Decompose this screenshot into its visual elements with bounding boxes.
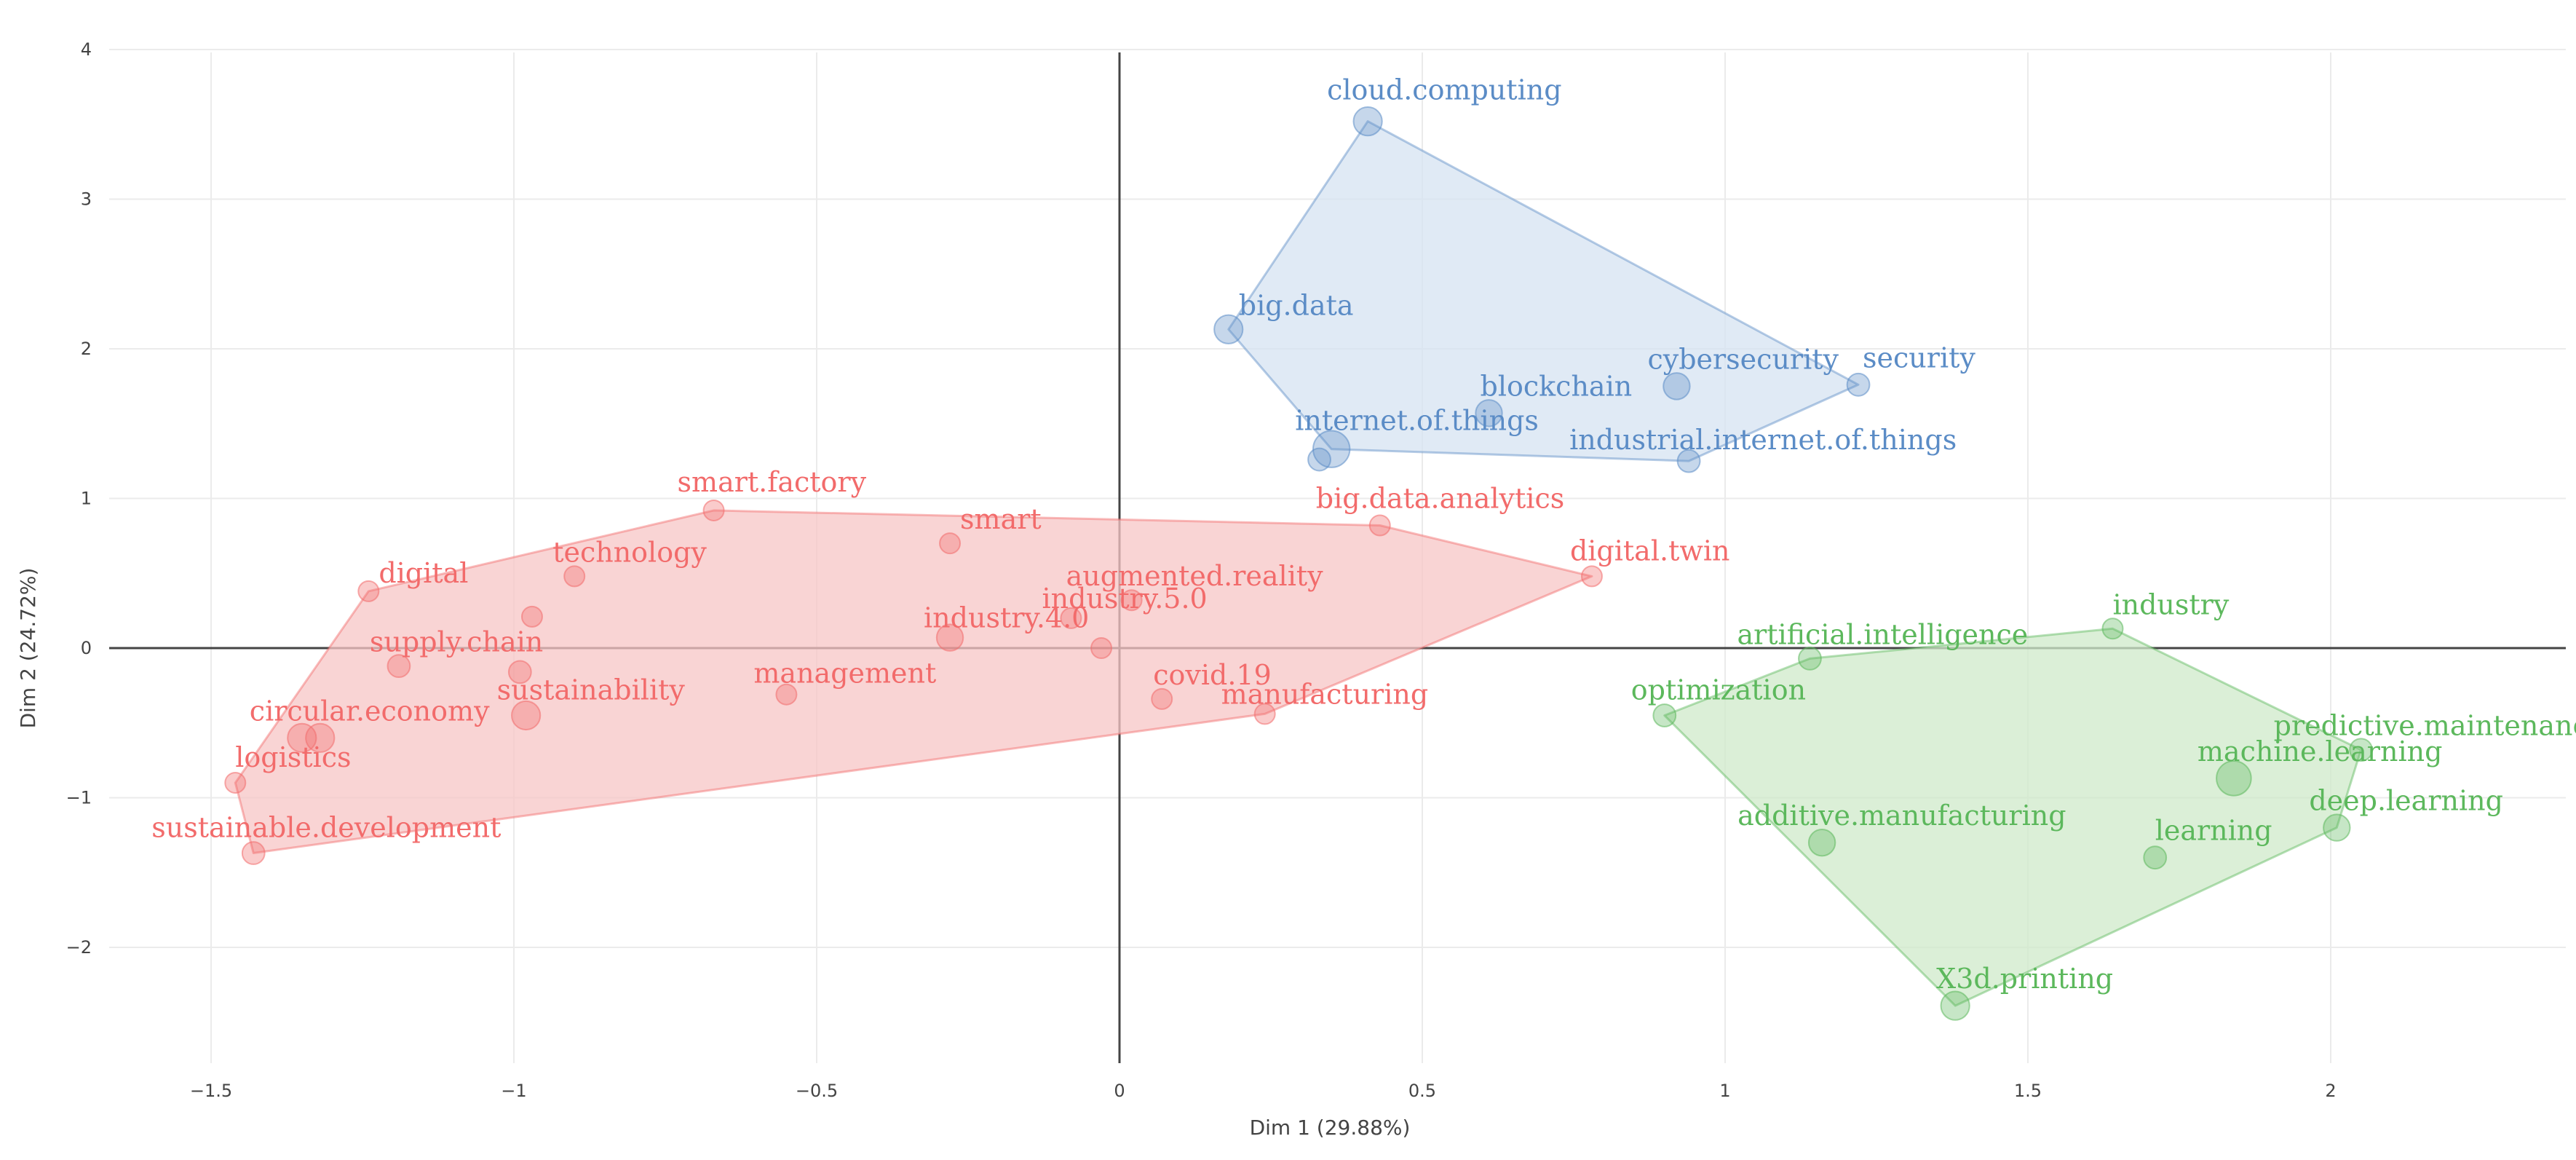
label-industrial-internet-of-things: industrial.internet.of.things [1569,424,1957,456]
label-machine-learning: machine.learning [2197,735,2443,768]
label-blockchain: blockchain [1481,370,1633,402]
point-sustainable-development[interactable] [241,841,266,865]
label-artificial-intelligence: artificial.intelligence [1737,618,2028,650]
cluster-green-hull [1663,627,2363,1007]
cluster-blue-hull [1227,120,1860,462]
point-big-data[interactable] [1213,314,1244,344]
label-smart-factory: smart.factory [678,466,867,498]
point-labels: smart.factory smart digital technology augme… [151,74,2576,995]
label-smart: smart [960,503,1042,535]
point-digital[interactable] [357,580,380,602]
label-covid-19: covid.19 [1153,659,1272,691]
point-covid-19[interactable] [1151,687,1173,710]
x-tick-label: 1.5 [2014,1081,2042,1101]
point-cloud-computing[interactable] [1352,106,1383,137]
point-learning[interactable] [2143,845,2168,870]
label-manufacturing: manufacturing [1221,678,1429,710]
y-tick-label: 2 [81,339,92,359]
label-digital: digital [379,557,468,589]
point-supply-chain[interactable] [387,654,411,679]
label-cybersecurity: cybersecurity [1647,343,1839,375]
label-x3d-printing: X3d.printing [1936,963,2113,995]
point-big-data-analytics[interactable] [1368,514,1391,537]
y-tick-label: −1 [66,788,92,808]
label-additive-manufacturing: additive.manufacturing [1737,800,2066,832]
label-security: security [1863,342,1975,374]
point-industry-4-0[interactable] [935,623,964,652]
label-deep-learning: deep.learning [2309,785,2503,817]
cluster-hulls [234,120,2363,1007]
x-tick-label: 0 [1114,1081,1125,1101]
point-logistics[interactable] [224,771,247,794]
x-tick-label: −1 [501,1081,526,1101]
label-big-data-analytics: big.data.analytics [1316,482,1564,514]
label-learning: learning [2155,815,2272,847]
label-sustainability: sustainability [497,674,686,706]
label-industry: industry [2112,588,2229,620]
x-tick-label: −1.5 [190,1081,232,1101]
point-circular-economy[interactable] [287,722,317,753]
point-augmented-reality[interactable] [1120,589,1143,612]
x-tick-label: 0.5 [1408,1081,1436,1101]
axis-ticks: −1.5 −1 −0.5 0 0.5 1 1.5 2 −2 −1 0 1 2 3 4 [66,39,2337,1101]
label-predictive-maintenance: predictive.maintenance [2274,710,2576,742]
label-supply-chain: supply.chain [370,626,543,658]
point-x3d-printing[interactable] [1940,990,1970,1021]
point-smart-factory[interactable] [702,499,725,521]
point-digital-twin[interactable] [1580,565,1603,588]
label-big-data: big.data [1239,289,1354,321]
point-optimization[interactable] [1652,703,1677,727]
point-artificial-intelligence[interactable] [1798,646,1822,671]
point-deep-learning[interactable] [2323,813,2351,842]
point-manufacturing[interactable] [1253,703,1276,725]
point-unlabeled[interactable] [507,660,532,684]
label-industry-4-0: industry.4.0 [924,602,1089,634]
label-industry-5-0: industry.5.0 [1042,583,1207,615]
label-logistics: logistics [235,741,351,773]
point-additive-manufacturing[interactable] [1807,828,1836,857]
point-industry-5-0[interactable] [1060,607,1082,629]
cluster-red-hull [234,509,1593,854]
label-management: management [753,658,936,690]
y-tick-label: 0 [81,638,92,658]
label-sustainable-development: sustainable.development [151,812,501,844]
point-security[interactable] [1846,372,1871,397]
label-cloud-computing: cloud.computing [1327,74,1561,106]
label-circular-economy: circular.economy [250,695,490,727]
label-augmented-reality: augmented.reality [1066,560,1323,592]
point-technology[interactable] [563,565,586,588]
point-predictive-maintenance[interactable] [2349,738,2374,762]
data-points [224,106,2374,1021]
point-machine-learning[interactable] [2216,759,2252,797]
label-internet-of-things: internet.of.things [1295,405,1539,437]
x-tick-label: 1 [1719,1081,1730,1101]
point-unlabeled[interactable] [1307,447,1331,472]
point-industry[interactable] [2101,618,2124,640]
point-management[interactable] [775,683,798,706]
point-unlabeled[interactable] [305,722,336,753]
label-digital-twin: digital.twin [1570,534,1730,567]
point-unlabeled[interactable] [520,605,543,628]
label-technology: technology [552,536,707,568]
y-tick-label: −2 [66,937,92,958]
y-tick-label: 4 [81,39,92,60]
point-sustainability[interactable] [511,700,542,731]
point-blockchain[interactable] [1475,399,1503,427]
x-axis-title: Dim 1 (29.88%) [1250,1116,1411,1140]
point-cybersecurity[interactable] [1662,372,1691,401]
point-unlabeled[interactable] [1090,637,1113,659]
y-axis-title: Dim 2 (24.72%) [16,568,40,729]
y-tick-label: 3 [81,189,92,210]
x-tick-label: 2 [2325,1081,2336,1101]
label-optimization: optimization [1631,674,1806,706]
y-tick-label: 1 [81,489,92,509]
point-smart[interactable] [939,532,962,555]
point-internet-of-things[interactable] [1312,430,1351,468]
point-industrial-internet-of-things[interactable] [1676,449,1701,473]
x-tick-label: −0.5 [796,1081,838,1101]
